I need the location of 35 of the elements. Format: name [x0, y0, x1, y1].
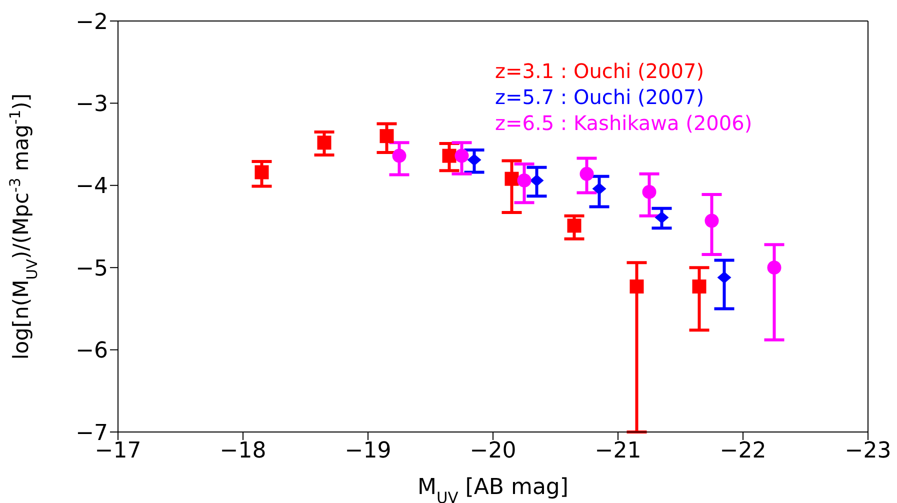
- point: [654, 211, 669, 224]
- point: [530, 174, 544, 186]
- point: [254, 165, 269, 180]
- point: [504, 172, 519, 186]
- point: [454, 148, 469, 163]
- point: [580, 166, 594, 181]
- point: [442, 148, 456, 163]
- point: [630, 280, 644, 294]
- y-tick-label: −4: [76, 174, 108, 200]
- point: [717, 271, 732, 284]
- point: [467, 154, 482, 166]
- point: [767, 260, 782, 275]
- x-tick-label: −18: [220, 438, 266, 464]
- series-label: z=6.5 : Kashikawa (2006): [495, 110, 754, 136]
- point: [692, 280, 706, 294]
- y-tick-label: −5: [76, 256, 108, 282]
- point: [642, 184, 656, 199]
- x-axis-title: M$_{UV}$ [AB mag]: [418, 475, 568, 503]
- y-tick-label: −6: [76, 338, 108, 364]
- y-tick-label: −2: [76, 10, 108, 35]
- text: z=5.7 : Ouchi (2007): [495, 84, 706, 110]
- point: [704, 214, 719, 228]
- x-tick-label: −23: [844, 438, 892, 464]
- point: [317, 136, 332, 150]
- x-tick-label: −19: [344, 438, 392, 464]
- point: [592, 182, 606, 195]
- x-tick-label: −22: [720, 438, 766, 464]
- point: [517, 173, 532, 188]
- y-tick-label: −3: [76, 92, 108, 118]
- x-tick-label: −20: [470, 438, 516, 464]
- point: [567, 218, 582, 233]
- point: [380, 129, 394, 144]
- x-tick-label: −21: [594, 438, 642, 464]
- text: z=3.1 : Ouchi (2007): [495, 58, 706, 84]
- point: [392, 148, 406, 163]
